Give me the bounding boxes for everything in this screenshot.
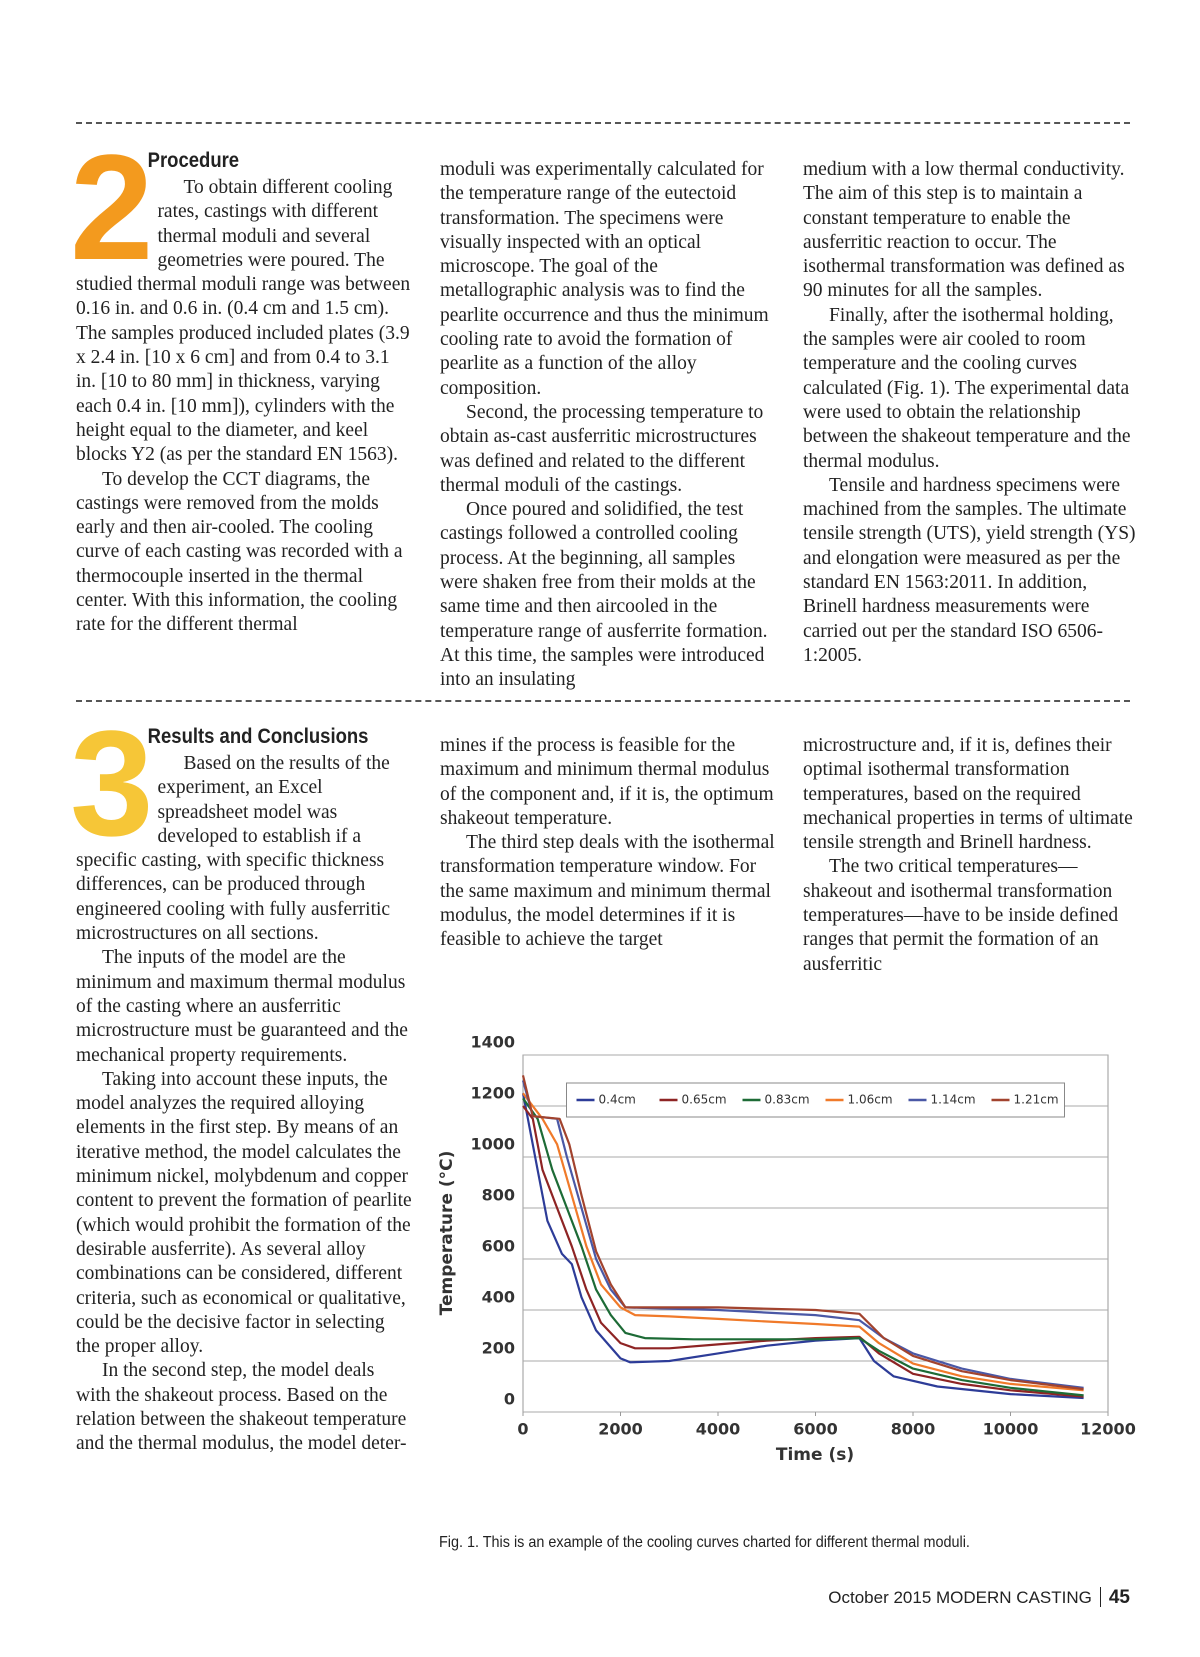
legend-box [566, 1082, 1065, 1118]
paragraph: Finally, after the isothermal holding, t… [803, 304, 1131, 472]
x-tick-label: 8000 [891, 1420, 936, 1439]
series-line [522, 1105, 1084, 1398]
paragraph: In the second step, the model deals with… [76, 1360, 407, 1455]
paragraph: The two critical temperatures—shakeout a… [803, 856, 1119, 975]
legend-label: 0.65cm [682, 1093, 727, 1107]
paragraph: The inputs of the model are the minimum … [76, 947, 408, 1066]
divider [76, 700, 1130, 702]
paragraph: To obtain different cooling rates, casti… [76, 177, 411, 466]
column: 3 Results and Conclusions Based on the r… [70, 708, 412, 1457]
x-tick-label: 2000 [598, 1420, 643, 1439]
series-line [522, 1097, 1084, 1397]
legend: 0.4cm 0.65cm 0.83cm 1.06cm 1.14cm 1.21cm [566, 1082, 1065, 1118]
y-tick-label: 1200 [470, 1084, 515, 1103]
paragraph: Taking into account these inputs, the mo… [76, 1068, 412, 1358]
section-number: 2 [70, 123, 153, 291]
series-line [521, 1080, 1084, 1389]
column: moduli was experimentally calculated for… [440, 158, 776, 693]
series-line [521, 1093, 1084, 1400]
paragraph: moduli was experimentally calculated for… [440, 159, 769, 399]
x-axis-label: Time (s) [776, 1445, 854, 1465]
issue-date: October 2015 [828, 1588, 932, 1607]
column: mines if the process is feasible for the… [440, 734, 776, 953]
y-tick-label: 1400 [470, 1033, 515, 1052]
page-number: 45 [1108, 1587, 1130, 1608]
series-line [521, 1075, 1084, 1391]
section-heading: Procedure [147, 149, 240, 172]
paragraph: microstructure and, if it is, defines th… [803, 735, 1133, 854]
magazine-name: MODERN CASTING [936, 1588, 1092, 1607]
x-tick-label: 12000 [1080, 1420, 1136, 1439]
paragraph: Tensile and hardness specimens were mach… [803, 474, 1136, 666]
y-tick-label: 1000 [470, 1135, 515, 1154]
x-tick-label: 6000 [793, 1420, 838, 1439]
page-footer: October 2015 MODERN CASTING 45 [828, 1587, 1130, 1609]
paragraph: The third step deals with the isothermal… [440, 832, 775, 951]
legend-label: 0.4cm [599, 1093, 636, 1107]
y-tick-label: 800 [482, 1186, 515, 1205]
y-tick-label: 0 [504, 1390, 515, 1409]
x-tick-label: 10000 [983, 1420, 1039, 1439]
legend-label: 1.14cm [931, 1093, 976, 1107]
legend-label: 1.06cm [848, 1093, 893, 1107]
divider [76, 122, 1130, 124]
x-tick-label: 0 [517, 1420, 528, 1439]
legend-label: 1.21cm [1014, 1093, 1059, 1107]
paragraph: Once poured and solidified, the test cas… [440, 499, 768, 691]
series-line [522, 1092, 1084, 1392]
x-tick-label: 4000 [696, 1420, 741, 1439]
paragraph: mines if the process is feasible for the… [440, 735, 774, 829]
y-tick-label: 200 [482, 1339, 515, 1358]
y-axis-label: Temperature (°C) [437, 1151, 457, 1316]
paragraph: To develop the CCT diagrams, the casting… [76, 468, 403, 636]
section-heading: Results and Conclusions [147, 725, 369, 748]
column: medium with a low thermal conductivity. … [803, 158, 1139, 668]
y-tick-label: 600 [482, 1237, 515, 1256]
figure-caption: Fig. 1. This is an example of the coolin… [439, 1534, 970, 1551]
paragraph: Based on the results of the experiment, … [76, 753, 391, 945]
section-number: 3 [70, 699, 153, 867]
column: microstructure and, if it is, defines th… [803, 734, 1139, 977]
column: 2 Procedure To obtain different cooling … [70, 132, 412, 638]
paragraph: Second, the processing temperature to ob… [440, 401, 764, 496]
y-tick-label: 400 [482, 1288, 515, 1307]
paragraph: medium with a low thermal conductivity. … [803, 159, 1125, 302]
legend-label: 0.83cm [765, 1093, 810, 1107]
chart: Temperature (°C) Time (s) 0 200 400 600 800 1… [437, 1033, 1136, 1466]
